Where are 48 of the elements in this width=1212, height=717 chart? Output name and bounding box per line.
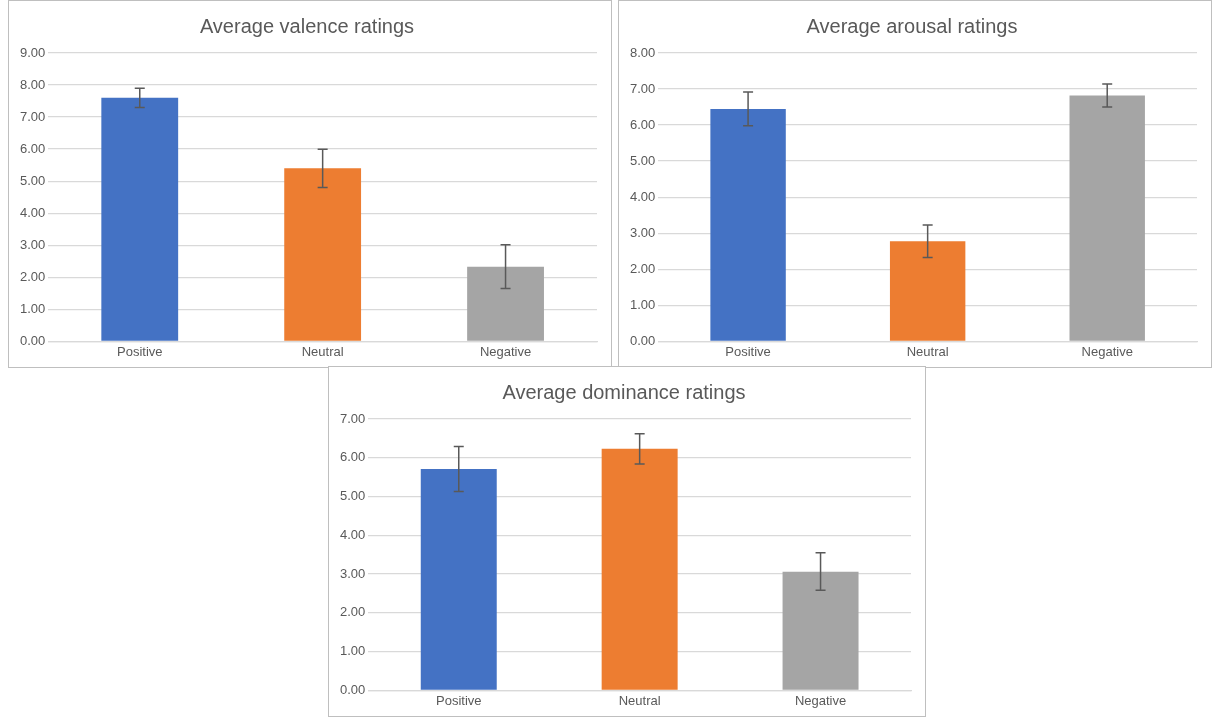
bar [101,97,179,341]
y-tick-label: 3.00 [629,224,656,240]
y-tick-label: 8.00 [19,76,46,92]
y-tick-label: 2.00 [339,604,366,620]
y-tick-label: 4.00 [629,188,656,204]
y-tick-label: 5.00 [339,488,366,504]
y-tick-label: 0.00 [19,332,46,348]
y-tick-label: 6.00 [19,140,46,156]
y-tick-label: 3.00 [19,236,46,252]
x-tick-label: Positive [435,692,482,708]
y-tick-label: 4.00 [339,526,366,542]
y-tick-label: 5.00 [629,152,656,168]
bar [1069,95,1145,341]
y-tick-label: 7.00 [629,80,656,96]
bar [420,469,497,690]
y-tick-label: 0.00 [339,681,366,697]
y-tick-label: 7.00 [339,410,366,426]
bar [889,241,966,341]
chart-title: Average valence ratings [199,14,415,37]
bar [284,168,362,341]
chart-title: Average arousal ratings [806,14,1018,37]
x-tick-label: Positive [725,343,771,359]
bar [710,108,786,341]
x-tick-label: Neutral [906,343,949,359]
y-tick-label: 5.00 [19,172,46,188]
bar [467,266,544,341]
chart-title: Average dominance ratings [502,380,746,403]
y-tick-label: 1.00 [19,300,46,316]
y-tick-label: 2.00 [629,260,656,276]
y-tick-label: 4.00 [19,204,46,220]
y-tick-label: 1.00 [339,643,366,659]
y-tick-label: 6.00 [629,116,656,132]
y-tick-label: 3.00 [339,565,366,581]
bar [601,448,678,690]
y-tick-label: 8.00 [629,44,656,60]
x-tick-label: Positive [116,343,163,359]
x-tick-label: Neutral [301,343,344,359]
x-tick-label: Negative [1081,343,1133,359]
y-tick-label: 2.00 [19,268,46,284]
y-tick-label: 1.00 [629,296,656,312]
x-tick-label: Neutral [618,692,661,708]
y-tick-label: 0.00 [629,332,656,348]
x-tick-label: Negative [479,343,532,359]
y-tick-label: 7.00 [19,108,46,124]
y-tick-label: 6.00 [339,449,366,465]
x-tick-label: Negative [794,692,847,708]
bar [782,571,859,690]
y-tick-label: 9.00 [19,44,46,60]
